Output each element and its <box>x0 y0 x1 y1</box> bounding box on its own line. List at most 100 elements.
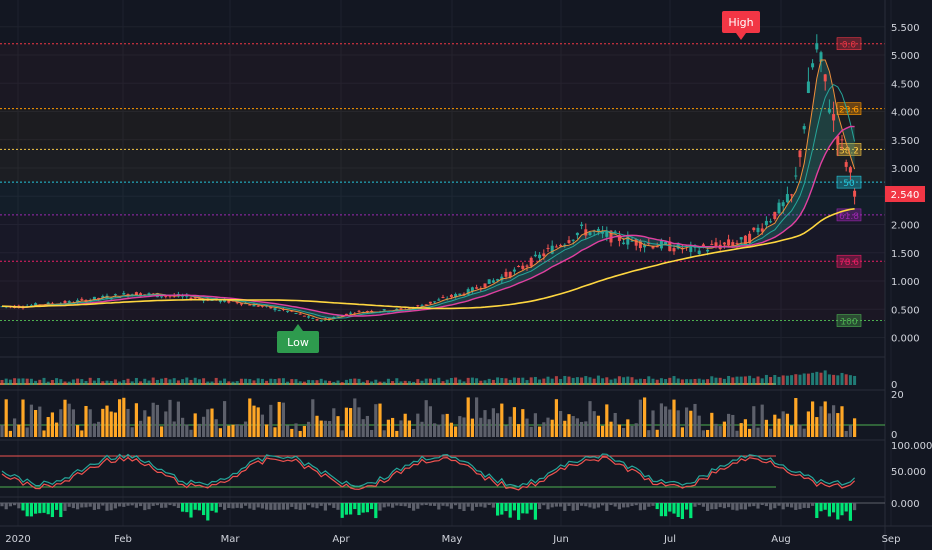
oscillator-bar <box>781 411 785 437</box>
oscillator-bar <box>17 424 21 437</box>
oscillator-bar <box>328 421 332 437</box>
histogram-bar <box>655 503 659 510</box>
volume-bar <box>286 381 290 385</box>
volume-bar <box>143 378 147 385</box>
oscillator-bar <box>395 430 399 437</box>
histogram-bar <box>512 503 516 511</box>
candle-body <box>533 254 537 257</box>
volume-bar <box>391 381 395 385</box>
oscillator-bar <box>361 419 365 437</box>
time-axis: 2020 Feb Mar Apr May Jun Jul Aug Sep <box>5 534 900 545</box>
oscillator-bar <box>680 427 684 437</box>
fib-tag-box <box>836 37 862 51</box>
volume-bar <box>189 379 193 385</box>
volume-bar <box>105 380 109 385</box>
candle-body <box>139 293 143 297</box>
oscillator-bar <box>454 426 458 437</box>
oscillator-bar <box>340 430 344 437</box>
histogram-bar <box>374 503 378 519</box>
volume-bar <box>147 380 151 385</box>
histogram-bar <box>777 503 781 506</box>
candle-body <box>613 231 617 233</box>
histogram-bar <box>630 503 634 507</box>
oscillator-bar <box>832 405 836 437</box>
oscillator-bar <box>655 429 659 437</box>
volume-bar <box>634 379 638 385</box>
oscillator-bar <box>722 421 726 437</box>
volume-bar <box>756 376 760 385</box>
oscillator-bar <box>563 420 567 437</box>
oscillator-bar <box>189 429 193 437</box>
oscillator-bar <box>853 418 857 437</box>
oscillator-bar <box>760 404 764 437</box>
candle-body <box>487 279 491 284</box>
candle-body <box>630 240 634 242</box>
oscillator-bar <box>517 424 521 437</box>
histogram-bar <box>311 503 315 508</box>
oscillator-bar <box>475 397 479 437</box>
rsi-panel <box>0 453 856 491</box>
histogram-bar <box>122 503 126 507</box>
histogram-bar <box>647 503 651 507</box>
volume-bar <box>832 374 836 385</box>
candle-body <box>248 304 252 306</box>
volume-bar <box>340 382 344 385</box>
oscillator-bar <box>353 398 357 437</box>
candle-body <box>584 229 588 236</box>
oscillator-bar <box>88 409 92 437</box>
candle-body <box>588 232 592 236</box>
price-tick-label: 5.500 <box>891 23 920 34</box>
candle-body <box>756 227 760 233</box>
candle-body <box>336 315 340 317</box>
oscillator-bar <box>798 424 802 437</box>
volume-bar <box>479 380 483 385</box>
oscillator-bar <box>706 429 710 437</box>
candle-body <box>269 306 273 309</box>
volume-bar <box>592 378 596 385</box>
histogram-bar <box>638 503 642 511</box>
oscillator-bar <box>550 419 554 437</box>
oscillator-bar <box>151 402 155 437</box>
histogram-bar <box>185 503 189 513</box>
time-tick-label: Aug <box>771 534 791 545</box>
ma-50-line <box>1 125 855 317</box>
histogram-bar <box>487 503 491 506</box>
volume-bar <box>680 379 684 385</box>
oscillator-bar <box>613 412 617 437</box>
oscillator-bar <box>638 399 642 437</box>
histogram-bar <box>176 503 180 508</box>
oscillator-bar <box>529 426 533 437</box>
volume-bar <box>706 379 710 385</box>
volume-bar <box>176 380 180 385</box>
candle-body <box>806 81 810 93</box>
volume-bar <box>13 378 17 385</box>
fib-tag-box <box>836 254 862 268</box>
volume-bar <box>252 380 256 385</box>
histogram-bar <box>235 503 239 508</box>
oscillator-bar <box>160 426 164 437</box>
oscillator-bar <box>0 424 4 437</box>
volume-bar <box>685 379 689 385</box>
histogram-bar <box>244 503 248 506</box>
histogram-bar <box>273 503 277 510</box>
candle-body <box>853 190 857 197</box>
candle-body <box>781 202 785 207</box>
candle-body <box>101 295 105 298</box>
oscillator-bar <box>391 417 395 437</box>
oscillator-bar <box>714 423 718 437</box>
candle-body <box>743 235 747 245</box>
oscillator-bar <box>697 415 701 437</box>
oscillator-bar <box>647 430 651 437</box>
oscillator-bar <box>622 427 626 437</box>
oscillator-bar <box>802 428 806 437</box>
price-tick-label: 3.500 <box>891 136 920 147</box>
volume-bar <box>840 372 844 385</box>
oscillator-bar <box>80 430 84 437</box>
oscillator-bar <box>491 408 495 437</box>
candle-body <box>819 52 823 62</box>
volume-bar <box>613 378 617 385</box>
oscillator-bar <box>643 397 647 437</box>
volume-bar <box>17 378 21 385</box>
volume-bar <box>332 381 336 385</box>
